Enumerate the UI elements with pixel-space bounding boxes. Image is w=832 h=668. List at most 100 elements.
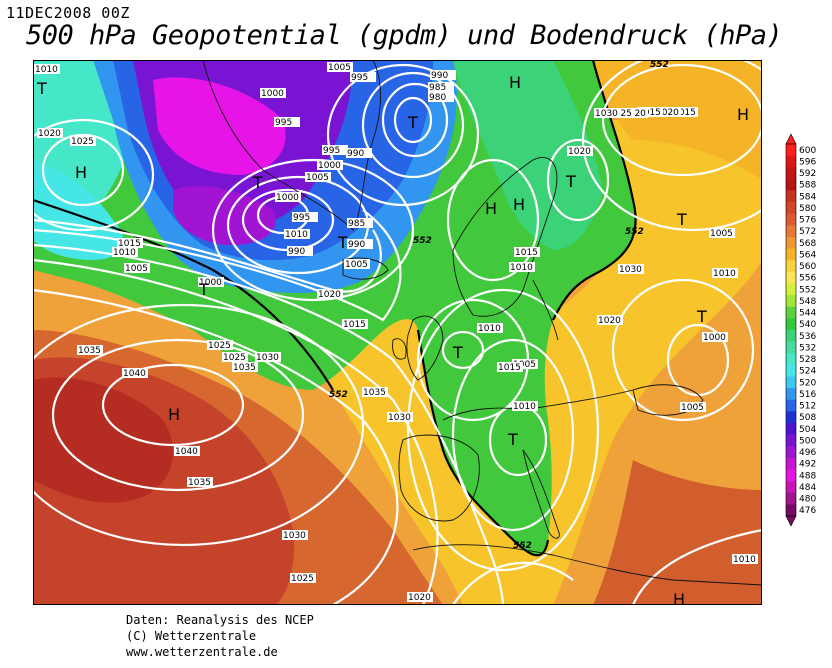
legend-swatch	[786, 481, 796, 494]
pressure-label-bg	[680, 402, 706, 412]
pressure-label-bg	[292, 212, 318, 222]
legend-arrow-top	[785, 133, 797, 145]
legend-swatch	[786, 388, 796, 401]
pressure-label-bg	[317, 160, 343, 170]
isobar-low-med-2	[451, 338, 575, 532]
pressure-label: 990	[347, 149, 364, 159]
pressure-label-bg	[597, 315, 623, 325]
pressure-label-bg	[34, 64, 60, 74]
pressure-label-bg	[187, 477, 213, 487]
legend-tick-label: 524	[799, 367, 816, 377]
pressure-label-bg	[509, 262, 535, 272]
pressure-label-bg	[344, 259, 370, 269]
legend-tick-label: 480	[799, 495, 816, 505]
pressure-label: 1035	[188, 478, 211, 488]
pressure-label: 1005	[125, 264, 148, 274]
pressure-label-bg	[347, 218, 373, 228]
legend-tick-label: 564	[799, 250, 816, 260]
pressure-label: 1000	[703, 333, 726, 343]
legend-tick-label: 560	[799, 262, 816, 272]
pressure-label-bg	[618, 264, 644, 274]
isobar-low-990	[361, 71, 465, 179]
pressure-label-bg	[622, 108, 648, 118]
pressure-label-bg	[232, 362, 258, 372]
legend-swatch	[786, 434, 796, 447]
coast-iceland	[342, 257, 389, 280]
legend-swatch	[786, 504, 796, 517]
legend-tick-label: 512	[799, 402, 816, 412]
pressure-label: 1005	[328, 63, 351, 73]
legend-tick-label: 600	[799, 146, 816, 156]
date-label: 11DEC2008 00Z	[6, 4, 130, 22]
pressure-label-bg	[122, 368, 148, 378]
pressure-label-bg	[709, 228, 735, 238]
legend-swatch	[786, 353, 796, 366]
legend-swatch	[786, 248, 796, 261]
isobar-high-sw-inner	[101, 363, 245, 447]
pressure-label: 985	[429, 83, 446, 93]
coast-norway	[452, 157, 558, 317]
pressure-label: 1010	[285, 230, 308, 240]
isobar-high-east-2	[611, 278, 755, 422]
legend-bar	[785, 133, 797, 527]
coast-blacksea	[632, 384, 704, 416]
height-label: 552	[413, 236, 432, 246]
legend-tick-label: 592	[799, 169, 816, 179]
legend-swatch	[786, 457, 796, 470]
pressure-label: 1020	[623, 109, 646, 119]
isobar-low-euro	[441, 330, 485, 370]
pressure-label-bg	[350, 72, 376, 82]
legend-tick-label: 516	[799, 390, 816, 400]
pressure-label: 1015	[515, 248, 538, 258]
isobar-low-985	[381, 82, 449, 158]
pressure-label-bg	[260, 88, 286, 98]
pressure-label-bg	[282, 530, 308, 540]
low-pressure-label: T	[696, 307, 707, 326]
high-pressure-label: H	[737, 105, 749, 124]
pressure-label-bg	[430, 70, 456, 80]
pressure-label-bg	[37, 128, 63, 138]
coast-ireland	[392, 338, 407, 360]
pressure-label-bg	[287, 246, 313, 256]
pressure-label: 1035	[363, 388, 386, 398]
pressure-label: 995	[293, 213, 310, 223]
pressure-label: 995	[323, 146, 340, 156]
pressure-label-bg	[512, 401, 538, 411]
coast-italy	[522, 449, 560, 539]
pressure-label: 995	[275, 118, 292, 128]
isobar-high-scand	[446, 158, 540, 282]
pressure-label: 985	[348, 219, 365, 229]
pressure-label-bg	[594, 108, 620, 118]
legend-swatch	[786, 260, 796, 273]
pressure-label: 1010	[113, 248, 136, 258]
pressure-label-bg	[117, 238, 143, 248]
legend-swatch	[786, 225, 796, 238]
legend-tick-label: 504	[799, 425, 816, 435]
pressure-label-bg	[387, 412, 413, 422]
pressure-label-bg	[477, 323, 503, 333]
pressure-label: 1000	[276, 193, 299, 203]
pressure-label: 1020	[568, 147, 591, 157]
high-pressure-label: H	[168, 405, 180, 424]
pressure-label-bg	[322, 145, 348, 155]
pressure-label: 1005	[513, 360, 536, 370]
isobar-1010	[33, 209, 402, 322]
legend-swatch	[786, 492, 796, 505]
isobar-high-sbalt	[546, 138, 610, 222]
pressure-labels: 1010102510201015101010051000995995990985…	[34, 62, 758, 603]
low-pressure-label: T	[36, 79, 47, 98]
pressure-label: 1000	[199, 278, 222, 288]
isobar-high-nw-2	[33, 118, 155, 232]
pressure-label-bg	[255, 352, 281, 362]
pressure-label: 1030	[619, 265, 642, 275]
legend-tick-label: 568	[799, 239, 816, 249]
legend-tick-label: 508	[799, 413, 816, 423]
legend-swatch	[786, 411, 796, 424]
legend-swatch	[786, 283, 796, 296]
legend-swatch	[786, 399, 796, 412]
pressure-label: 1035	[78, 346, 101, 356]
high-pressure-label: H	[75, 163, 87, 182]
pressure-label: 1005	[306, 173, 329, 183]
pressure-label-bg	[712, 268, 738, 278]
